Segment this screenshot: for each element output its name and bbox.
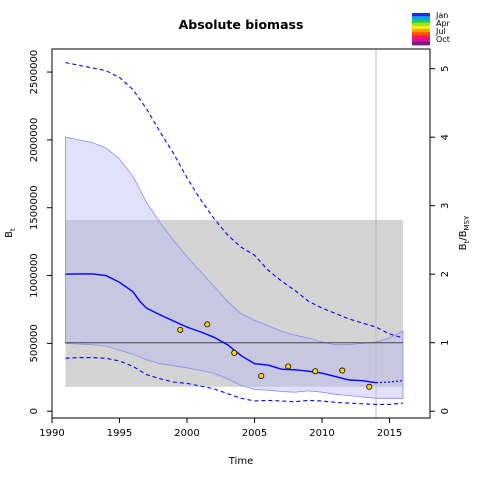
legend-swatch	[412, 29, 430, 33]
observation-point	[231, 349, 238, 356]
right-axis-label: Bt/BMSY	[458, 215, 471, 250]
y-tick-label: 500000	[29, 324, 40, 362]
observation-point	[204, 321, 211, 328]
legend-swatch	[412, 25, 430, 30]
y-axis-label: Bt	[4, 228, 17, 238]
legend-swatch	[412, 32, 430, 36]
y-axis-label-main: B	[4, 231, 15, 238]
legend-swatch	[412, 41, 430, 46]
legend-swatch	[412, 22, 430, 27]
right-tick-label: 2	[440, 271, 451, 277]
right-tick-label: 1	[440, 340, 451, 346]
x-tick-label: 2010	[309, 428, 334, 439]
observation-point	[177, 326, 184, 333]
x-axis-label: Time	[228, 456, 253, 467]
right-axis-label-sub2: MSY	[463, 215, 471, 230]
x-tick-label: 2015	[377, 428, 402, 439]
x-tick-label: 2005	[242, 428, 267, 439]
observation-point	[312, 368, 319, 375]
legend-swatch	[412, 35, 430, 39]
x-tick-label: 1990	[39, 428, 64, 439]
y-axis-label-sub: t	[9, 228, 17, 231]
legend-label: Jul	[435, 27, 446, 36]
legend-swatch	[412, 13, 430, 17]
observation-point	[285, 363, 292, 370]
bmsy-band	[65, 219, 403, 387]
plot-frame	[51, 48, 431, 419]
legend-swatch	[412, 16, 430, 20]
right-tick-label: 0	[440, 408, 451, 414]
observation-point	[339, 367, 346, 374]
y-tick-label: 2000000	[29, 118, 40, 163]
y-tick-label: 1500000	[29, 185, 40, 230]
legend-swatch	[412, 19, 430, 23]
legend-label: Jan	[435, 11, 448, 20]
biomass-forecast-line	[375, 380, 404, 384]
x-tick-label: 1995	[107, 428, 132, 439]
observation-point	[366, 383, 373, 390]
chart-title: Absolute biomass	[179, 17, 304, 32]
y-tick-label: 0	[29, 408, 40, 414]
legend-label: Oct	[436, 35, 450, 44]
right-axis-label-main: B	[458, 243, 469, 250]
right-tick-label: 3	[440, 203, 451, 209]
right-axis-label-sub: t	[463, 240, 471, 243]
x-tick-label: 2000	[174, 428, 199, 439]
right-tick-label: 4	[440, 134, 451, 140]
upper-ci-line	[65, 62, 404, 339]
observation-point	[258, 372, 265, 379]
y-tick-label: 2500000	[29, 50, 40, 95]
y-tick-label: 1000000	[29, 253, 40, 298]
lower-ci-line	[65, 357, 404, 405]
right-axis-label-mid: /B	[458, 230, 469, 240]
right-tick-label: 5	[440, 66, 451, 72]
biomass-estimate-line	[65, 273, 377, 384]
legend-swatch	[412, 38, 430, 43]
confidence-band	[65, 136, 404, 399]
legend-label: Apr	[436, 19, 451, 28]
